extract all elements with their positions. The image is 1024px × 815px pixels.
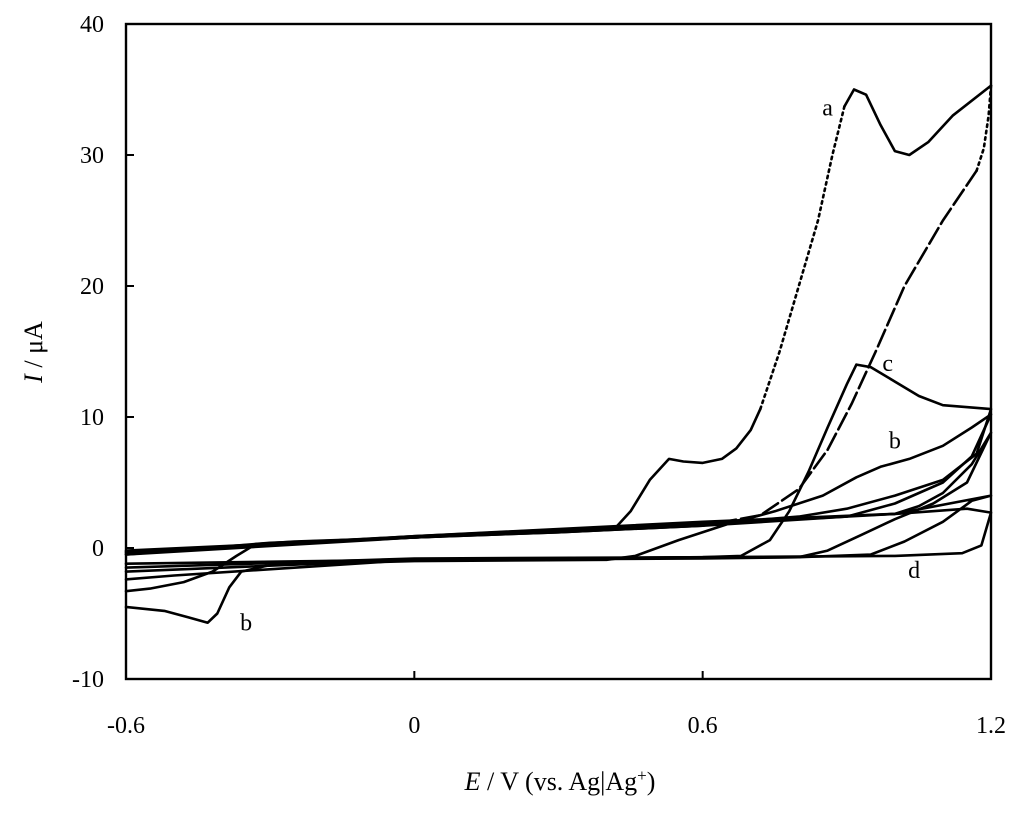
curve-label-b: b (889, 428, 901, 454)
curve-labels: a c b d b (240, 96, 920, 637)
voltammogram-curves (124, 84, 993, 624)
curve-label-b: b (240, 611, 252, 637)
series-c (124, 363, 993, 569)
y-tick-label: -10 (72, 667, 104, 693)
curve-segment-solid (843, 84, 993, 157)
y-tick-label: 40 (80, 12, 104, 38)
curve-segment-solid (124, 363, 993, 569)
curve-segment-solid (124, 407, 762, 556)
x-axis-title: E / V (vs. Ag|Ag+) (464, 766, 656, 797)
tick-labels: 40 30 20 10 0 -10-0.6 0 0.6 1.2 (72, 12, 1006, 739)
x-tick-label: -0.6 (107, 713, 145, 739)
x-tick-label: 0.6 (688, 713, 718, 739)
x-tick-label: 0 (408, 713, 420, 739)
y-tick-label: 30 (80, 143, 104, 169)
curve-segment-solid (124, 413, 993, 624)
y-tick-label: 0 (92, 536, 104, 562)
plot-frame (124, 22, 993, 681)
series-a (124, 84, 993, 556)
curve-segment-solid (124, 494, 993, 573)
curve-segment-dashed (701, 169, 978, 527)
axis-ticks (125, 23, 992, 680)
y-axis-title: I / μA (19, 321, 48, 384)
y-tick-label: 20 (80, 274, 104, 300)
x-tick-label: 1.2 (976, 713, 1006, 739)
curve-segment-dotted (759, 105, 846, 411)
curve-label-c: c (882, 351, 893, 377)
series-b (124, 413, 993, 624)
curve-label-d: d (908, 558, 920, 584)
series-extra-4 (124, 431, 993, 581)
curve-segment-dotted (975, 84, 993, 172)
curve-label-a: a (822, 96, 833, 122)
y-tick-label: 10 (80, 405, 104, 431)
